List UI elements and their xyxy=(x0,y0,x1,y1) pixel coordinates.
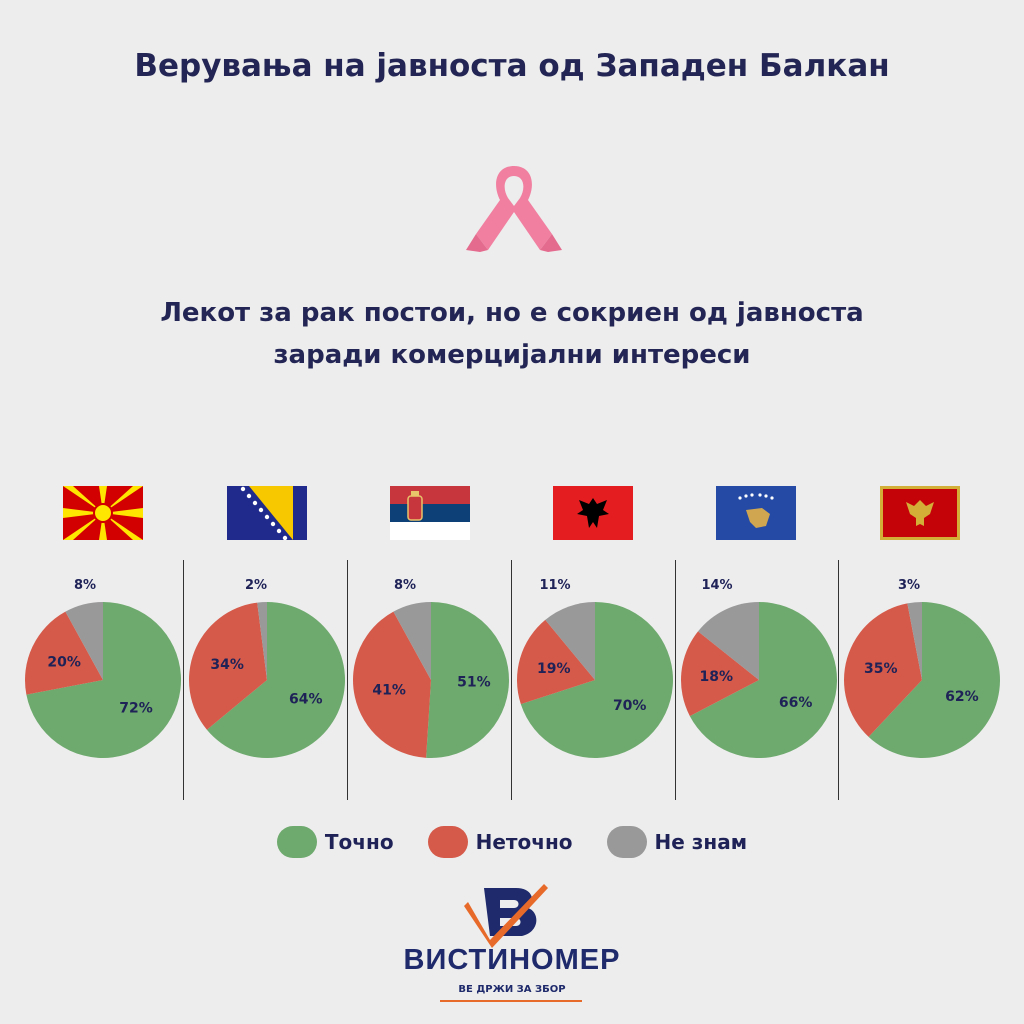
column-divider xyxy=(511,560,512,800)
data-label-tochno: 70% xyxy=(613,698,647,714)
legend-label: Неточно xyxy=(475,830,573,854)
data-label-ne-znam: 2% xyxy=(244,578,268,593)
slice-ne-znam xyxy=(698,602,759,680)
legend-swatch-green xyxy=(276,826,317,858)
slice-netochno xyxy=(189,602,267,730)
tagline-underline xyxy=(440,1000,582,1002)
pie-montenegro: 62% 35% xyxy=(844,602,1000,758)
albania-flag-icon xyxy=(553,486,633,540)
serbia-flag-icon xyxy=(390,486,470,540)
legend-label: Не знам xyxy=(654,830,748,854)
data-label-netochno: 20% xyxy=(47,655,81,671)
brand-name: ВИСТИНОМЕР xyxy=(403,944,621,976)
vistinomer-logo-icon xyxy=(464,884,548,948)
question-line-1: Лекот за рак постои, но е сокриен од јав… xyxy=(160,298,864,328)
pink-ribbon-icon xyxy=(466,166,562,252)
pie-serbia: 51% 41% xyxy=(352,602,510,758)
slice-tochno xyxy=(26,602,182,758)
data-label-ne-znam: 3% xyxy=(897,578,921,593)
legend-item-netochno: Неточно xyxy=(427,826,573,858)
data-label-netochno: 41% xyxy=(372,682,406,698)
slice-ne-znam xyxy=(393,602,431,680)
data-label-netochno: 35% xyxy=(864,661,898,677)
slice-ne-znam xyxy=(545,602,595,680)
slice-tochno xyxy=(868,602,1000,758)
data-label-ne-znam: 8% xyxy=(393,578,417,593)
column-divider xyxy=(675,560,676,800)
north-macedonia-flag-icon xyxy=(63,486,143,540)
slice-tochno xyxy=(689,602,837,758)
data-label-ne-znam: 8% xyxy=(73,578,97,593)
legend-swatch-red xyxy=(427,826,468,858)
question-text: Лекот за рак постои, но е сокриен од јав… xyxy=(60,292,964,376)
kosovo-flag-icon xyxy=(716,486,796,540)
pie-kosovo: 66% 18% xyxy=(681,602,837,758)
question-line-2: заради комерцијални интереси xyxy=(273,340,751,370)
page-title: Верувања на јавноста од Западен Балкан xyxy=(134,48,890,84)
slice-netochno xyxy=(681,631,759,717)
pie-albania: 70% 19% xyxy=(517,602,673,758)
pie-bosnia: 64% 34% xyxy=(189,602,345,758)
legend-item-tochno: Точно xyxy=(276,826,394,858)
slice-netochno xyxy=(844,603,922,737)
legend: Точно Неточно Не знам xyxy=(0,826,1024,858)
data-label-tochno: 62% xyxy=(945,689,979,705)
data-label-ne-znam: 14% xyxy=(701,578,733,593)
montenegro-flag-icon xyxy=(880,486,960,540)
column-divider xyxy=(347,560,348,800)
slice-tochno xyxy=(206,602,345,758)
legend-item-ne-znam: Не знам xyxy=(606,826,748,858)
data-label-tochno: 66% xyxy=(779,695,813,711)
data-label-netochno: 18% xyxy=(700,669,734,685)
legend-swatch-gray xyxy=(606,826,647,858)
column-divider xyxy=(183,560,184,800)
legend-label: Точно xyxy=(324,830,394,854)
slice-ne-znam xyxy=(65,602,103,680)
bosnia-flag-icon xyxy=(227,486,307,540)
data-label-netochno: 34% xyxy=(210,657,244,673)
slice-netochno xyxy=(24,611,103,695)
slice-ne-znam xyxy=(257,602,267,680)
slice-tochno xyxy=(426,602,510,758)
brand-tagline: ВЕ ДРЖИ ЗА ЗБОР xyxy=(458,984,566,995)
data-label-tochno: 72% xyxy=(119,700,153,716)
slice-tochno xyxy=(520,602,673,758)
data-label-tochno: 64% xyxy=(289,691,323,707)
data-label-ne-znam: 11% xyxy=(539,578,571,593)
slice-ne-znam xyxy=(907,602,922,680)
slice-netochno xyxy=(517,619,595,705)
column-divider xyxy=(838,560,839,800)
slice-netochno xyxy=(352,611,431,758)
data-label-tochno: 51% xyxy=(457,674,491,690)
pie-north-macedonia: 72% 20% xyxy=(24,602,182,758)
data-label-netochno: 19% xyxy=(537,661,571,677)
